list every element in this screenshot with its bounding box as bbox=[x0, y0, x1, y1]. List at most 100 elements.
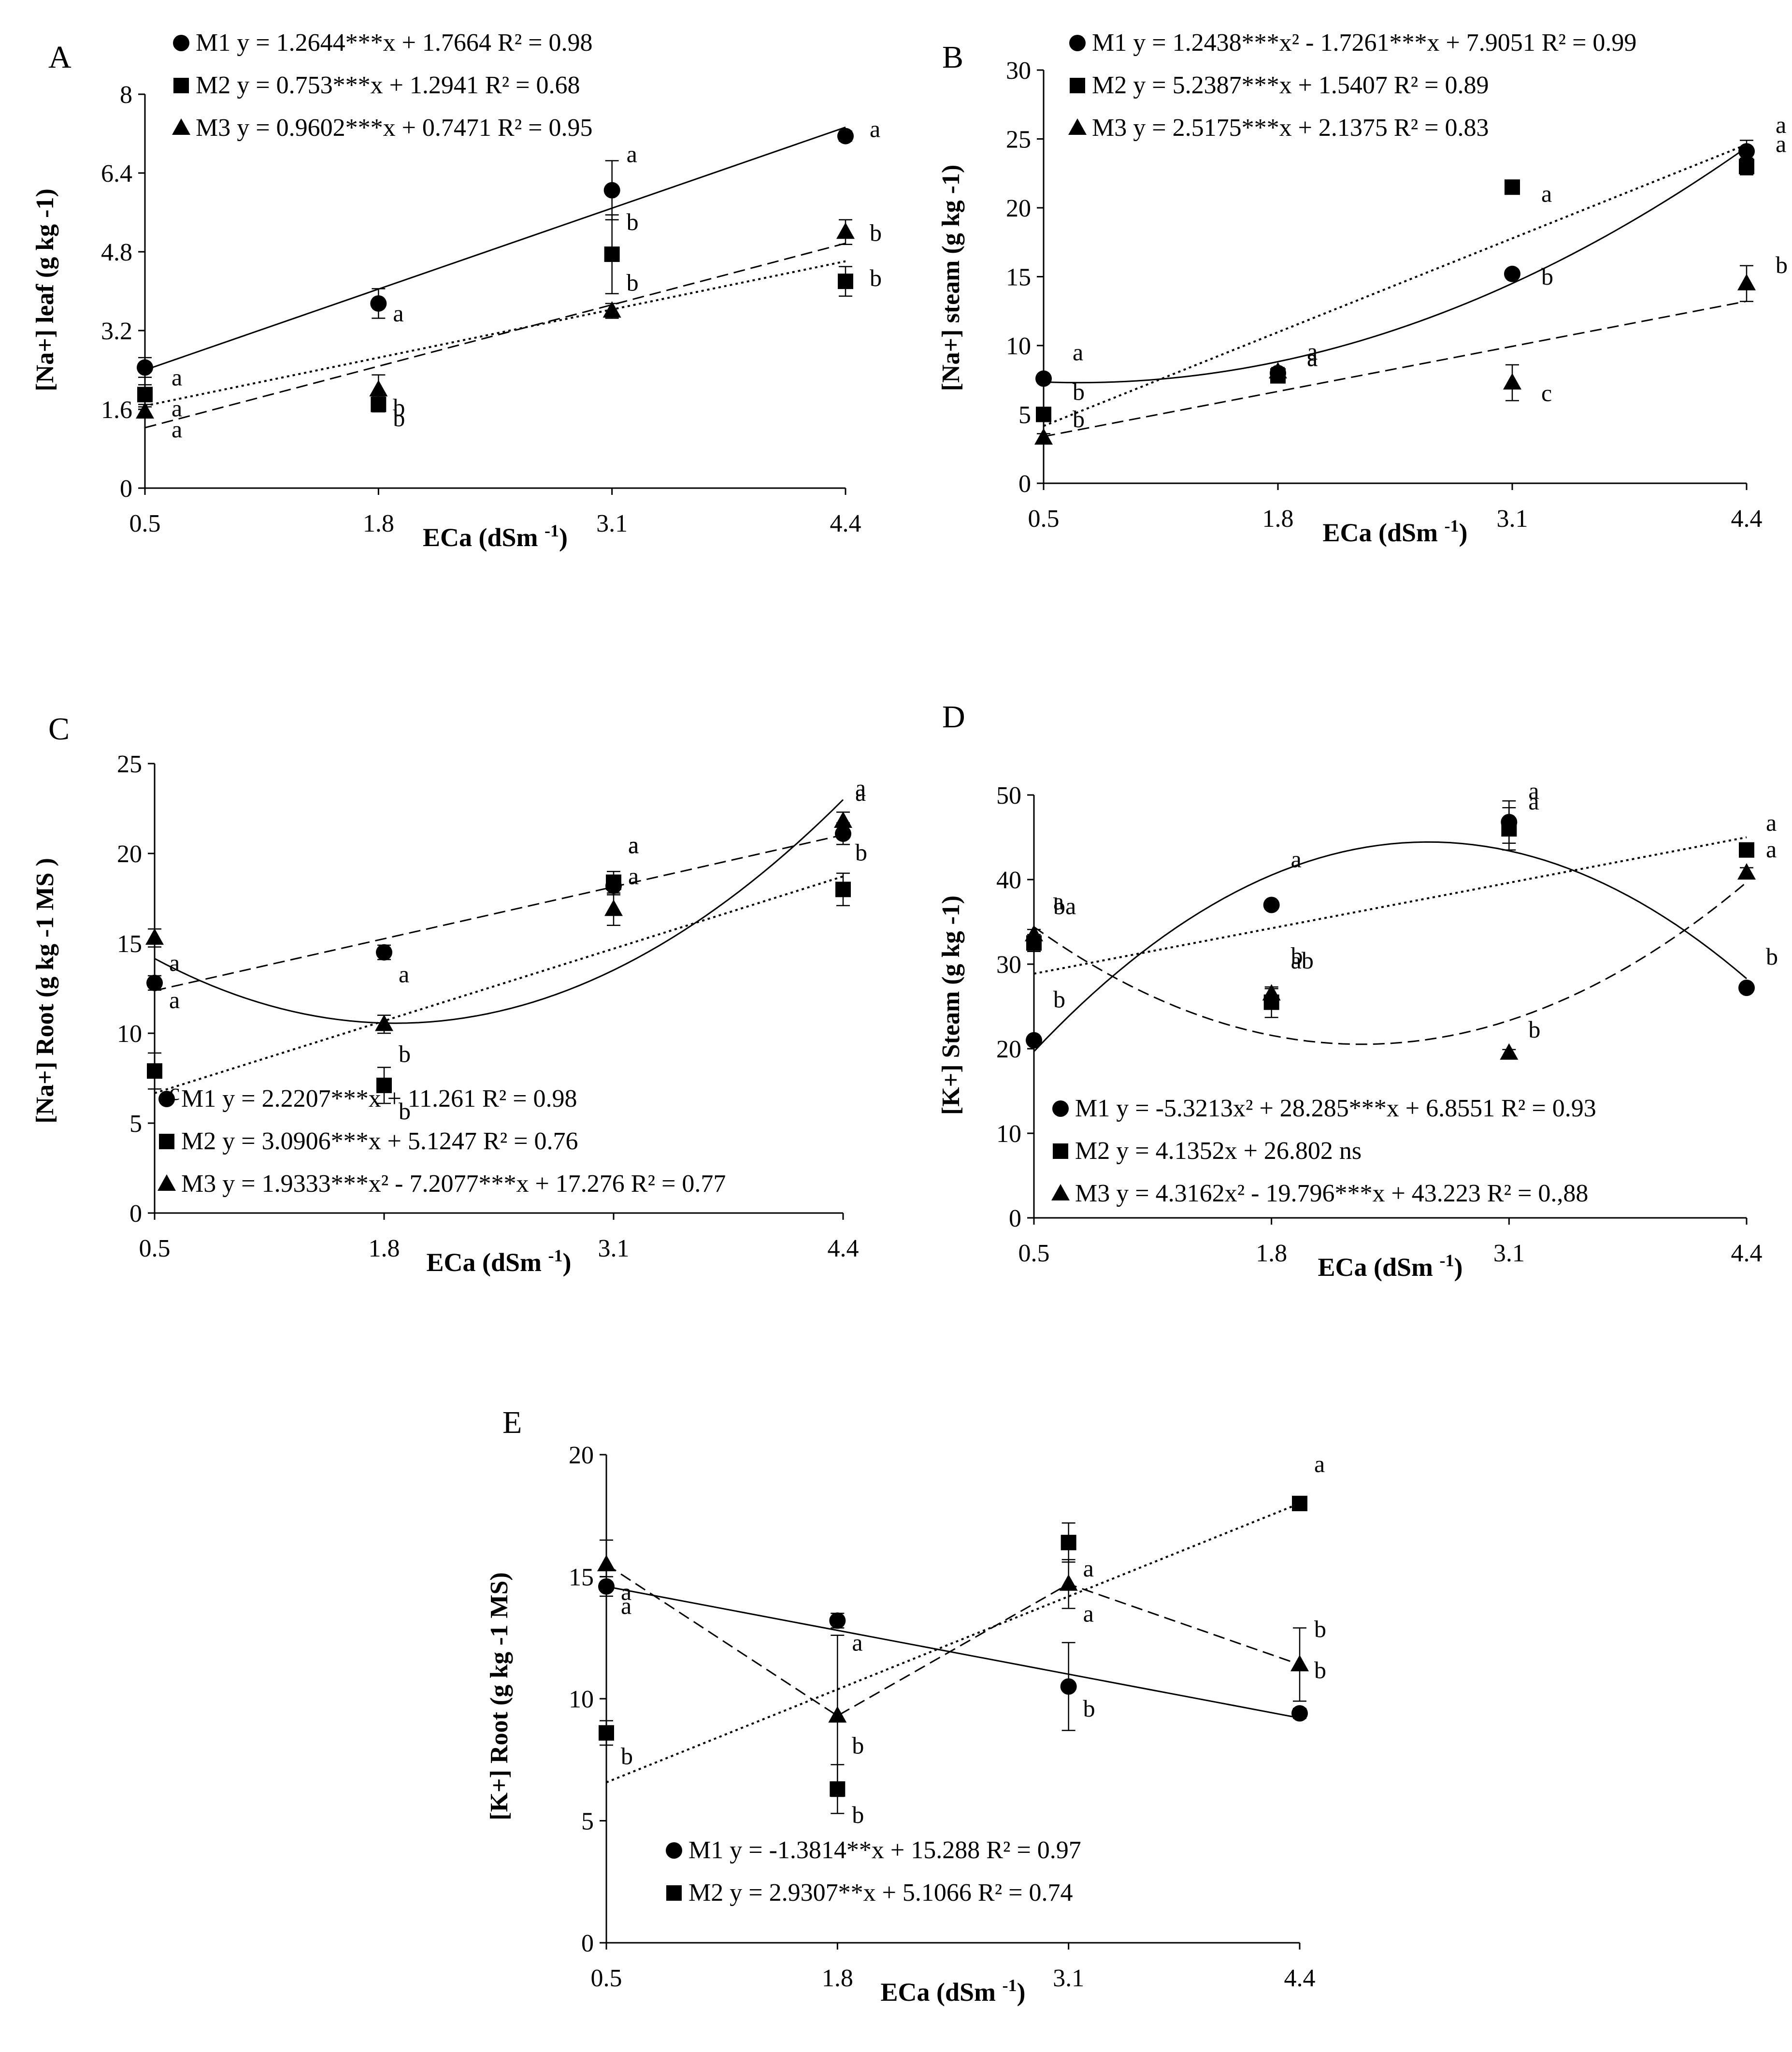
legend-entry-m1: M1 y = 1.2644***x + 1.7664 R² = 0.98 bbox=[196, 29, 593, 57]
y-tick-label: 10 bbox=[569, 1686, 594, 1713]
legend-marker-m1 bbox=[666, 1842, 682, 1859]
trend-line-m2 bbox=[1033, 836, 1747, 975]
x-axis-title: ECa (dSm -1) bbox=[426, 1246, 571, 1277]
y-tick-label: 1.6 bbox=[101, 396, 132, 424]
data-point-m3 bbox=[834, 811, 852, 828]
series-m1: a a a a bbox=[137, 116, 880, 390]
data-point-m1 bbox=[1504, 265, 1520, 282]
data-point-m3 bbox=[1025, 925, 1043, 941]
data-point-m2 bbox=[147, 1063, 162, 1079]
legend-entry-m3: M3 y = 2.5175***x + 2.1375 R² = 0.83 bbox=[1092, 114, 1489, 142]
significance-letter: a bbox=[1541, 180, 1552, 207]
x-axis-title-text: ECa (dSm bbox=[1318, 1253, 1439, 1282]
y-tick-label: 30 bbox=[996, 951, 1021, 979]
trend-line-m2 bbox=[606, 1503, 1300, 1783]
x-axis-title-text: ECa (dSm bbox=[426, 1248, 548, 1277]
legend-entry-m2: M2 y = 4.1352x + 26.802 ns bbox=[1075, 1137, 1362, 1165]
significance-letter: a bbox=[628, 832, 639, 859]
significance-letter: ba bbox=[1053, 892, 1076, 919]
legend-marker-m2 bbox=[173, 78, 189, 93]
x-tick-label: 3.1 bbox=[1497, 505, 1528, 533]
data-point-m2 bbox=[1505, 179, 1520, 195]
legend-entry-m3: M3 y = 1.9333***x² - 7.2077***x + 17.276… bbox=[181, 1170, 726, 1198]
legend-entry-m1: M1 y = -1.3814**x + 15.288 R² = 0.97 bbox=[688, 1836, 1081, 1864]
y-axis-title: [Na+] leaf (g kg -1) bbox=[31, 188, 59, 391]
x-tick-label: 1.8 bbox=[369, 1235, 400, 1262]
y-tick-label: 4.8 bbox=[101, 239, 132, 266]
data-point-m3 bbox=[597, 1555, 616, 1572]
significance-letter: a bbox=[1766, 836, 1777, 863]
significance-letter: b bbox=[627, 208, 639, 235]
data-point-m2 bbox=[1292, 1496, 1307, 1511]
data-point-m1 bbox=[1738, 980, 1755, 996]
x-tick-label: 3.1 bbox=[596, 510, 628, 537]
data-point-m1 bbox=[137, 359, 153, 376]
y-tick-label: 10 bbox=[996, 1120, 1021, 1148]
significance-letter: a bbox=[1528, 788, 1539, 815]
x-axis-title: ECa (dSm -1) bbox=[1322, 516, 1467, 547]
legend-entry-m2: M2 y = 2.9307**x + 5.1066 R² = 0.74 bbox=[688, 1879, 1073, 1907]
data-point-m3 bbox=[1269, 362, 1287, 379]
legend-marker-m2 bbox=[159, 1134, 174, 1149]
significance-letter: b bbox=[1314, 1615, 1326, 1642]
legend-entry-m2: M2 y = 5.2387***x + 1.5407 R² = 0.89 bbox=[1092, 72, 1489, 99]
significance-letter: a bbox=[1776, 111, 1786, 138]
significance-letter: b bbox=[399, 1040, 411, 1067]
significance-letter: b bbox=[1073, 405, 1085, 433]
panel-label: C bbox=[48, 711, 70, 747]
significance-letter: b bbox=[393, 393, 405, 420]
trend-line-m3 bbox=[606, 1563, 1300, 1717]
legend-marker-m2 bbox=[1053, 1143, 1068, 1159]
significance-letter: a bbox=[627, 141, 637, 168]
data-point-m1 bbox=[603, 182, 620, 199]
x-axis-title-text: ECa (dSm bbox=[423, 523, 545, 552]
significance-letter: b bbox=[870, 264, 882, 291]
legend-entry-m2: M2 y = 3.0906***x + 5.1247 R² = 0.76 bbox=[181, 1127, 578, 1155]
significance-letter: b bbox=[1541, 263, 1553, 290]
x-axis-title-exponent: -1 bbox=[1445, 516, 1459, 535]
legend-entry-m3: M3 y = 0.9602***x + 0.7471 R² = 0.95 bbox=[196, 114, 593, 142]
x-tick-label: 3.1 bbox=[1053, 1965, 1084, 1992]
x-tick-label: 0.5 bbox=[591, 1965, 622, 1992]
legend-marker-m1 bbox=[158, 1091, 175, 1107]
y-tick-label: 3.2 bbox=[101, 318, 132, 345]
y-tick-label: 20 bbox=[996, 1036, 1021, 1063]
trend-line-m1 bbox=[144, 126, 846, 371]
trend-line-m1 bbox=[154, 834, 844, 992]
legend-marker-m1 bbox=[1069, 35, 1086, 51]
data-point-m2 bbox=[604, 246, 620, 262]
y-tick-label: 30 bbox=[1006, 57, 1031, 85]
y-tick-label: 10 bbox=[1006, 332, 1031, 360]
data-point-m3 bbox=[1059, 1574, 1078, 1591]
significance-letter: b bbox=[1073, 378, 1085, 405]
data-point-m3 bbox=[136, 402, 154, 419]
y-tick-label: 40 bbox=[996, 867, 1021, 894]
significance-letter: a bbox=[621, 1592, 631, 1619]
trend-line-m1 bbox=[1043, 146, 1747, 384]
y-tick-label: 15 bbox=[569, 1564, 594, 1591]
y-tick-label: 0 bbox=[581, 1930, 594, 1957]
legend-marker-m2 bbox=[666, 1885, 682, 1901]
x-tick-label: 1.8 bbox=[1256, 1240, 1287, 1267]
significance-letter: b bbox=[855, 838, 867, 866]
x-tick-label: 0.5 bbox=[139, 1235, 171, 1262]
significance-letter: b bbox=[393, 405, 405, 432]
y-tick-label: 10 bbox=[117, 1020, 142, 1048]
trend-line-m3 bbox=[154, 799, 844, 1024]
significance-letter: ab bbox=[1291, 947, 1314, 974]
y-tick-label: 15 bbox=[117, 930, 142, 958]
data-point-m1 bbox=[1060, 1678, 1077, 1695]
data-point-m3 bbox=[369, 380, 388, 397]
panel-label: B bbox=[942, 40, 963, 75]
series-m3: ab ba bbox=[1025, 836, 1777, 1060]
data-point-m2 bbox=[137, 387, 153, 403]
x-axis-title-text: ECa (dSm bbox=[1322, 518, 1444, 547]
data-point-m2 bbox=[606, 874, 621, 890]
trend-line-m1 bbox=[606, 1586, 1300, 1719]
x-axis-title-suffix: ) bbox=[559, 523, 568, 552]
significance-letter: a bbox=[628, 831, 639, 858]
legend-entry-m1: M1 y = 2.2207***x + 11.261 R² = 0.98 bbox=[181, 1085, 577, 1113]
panel-d: D 0 10 20 30 40 50 0.5 1.8 3.1 4.4 ECa (dSm -1) [K+]… bbox=[937, 699, 1778, 1282]
x-tick-label: 0.5 bbox=[1018, 1240, 1050, 1267]
